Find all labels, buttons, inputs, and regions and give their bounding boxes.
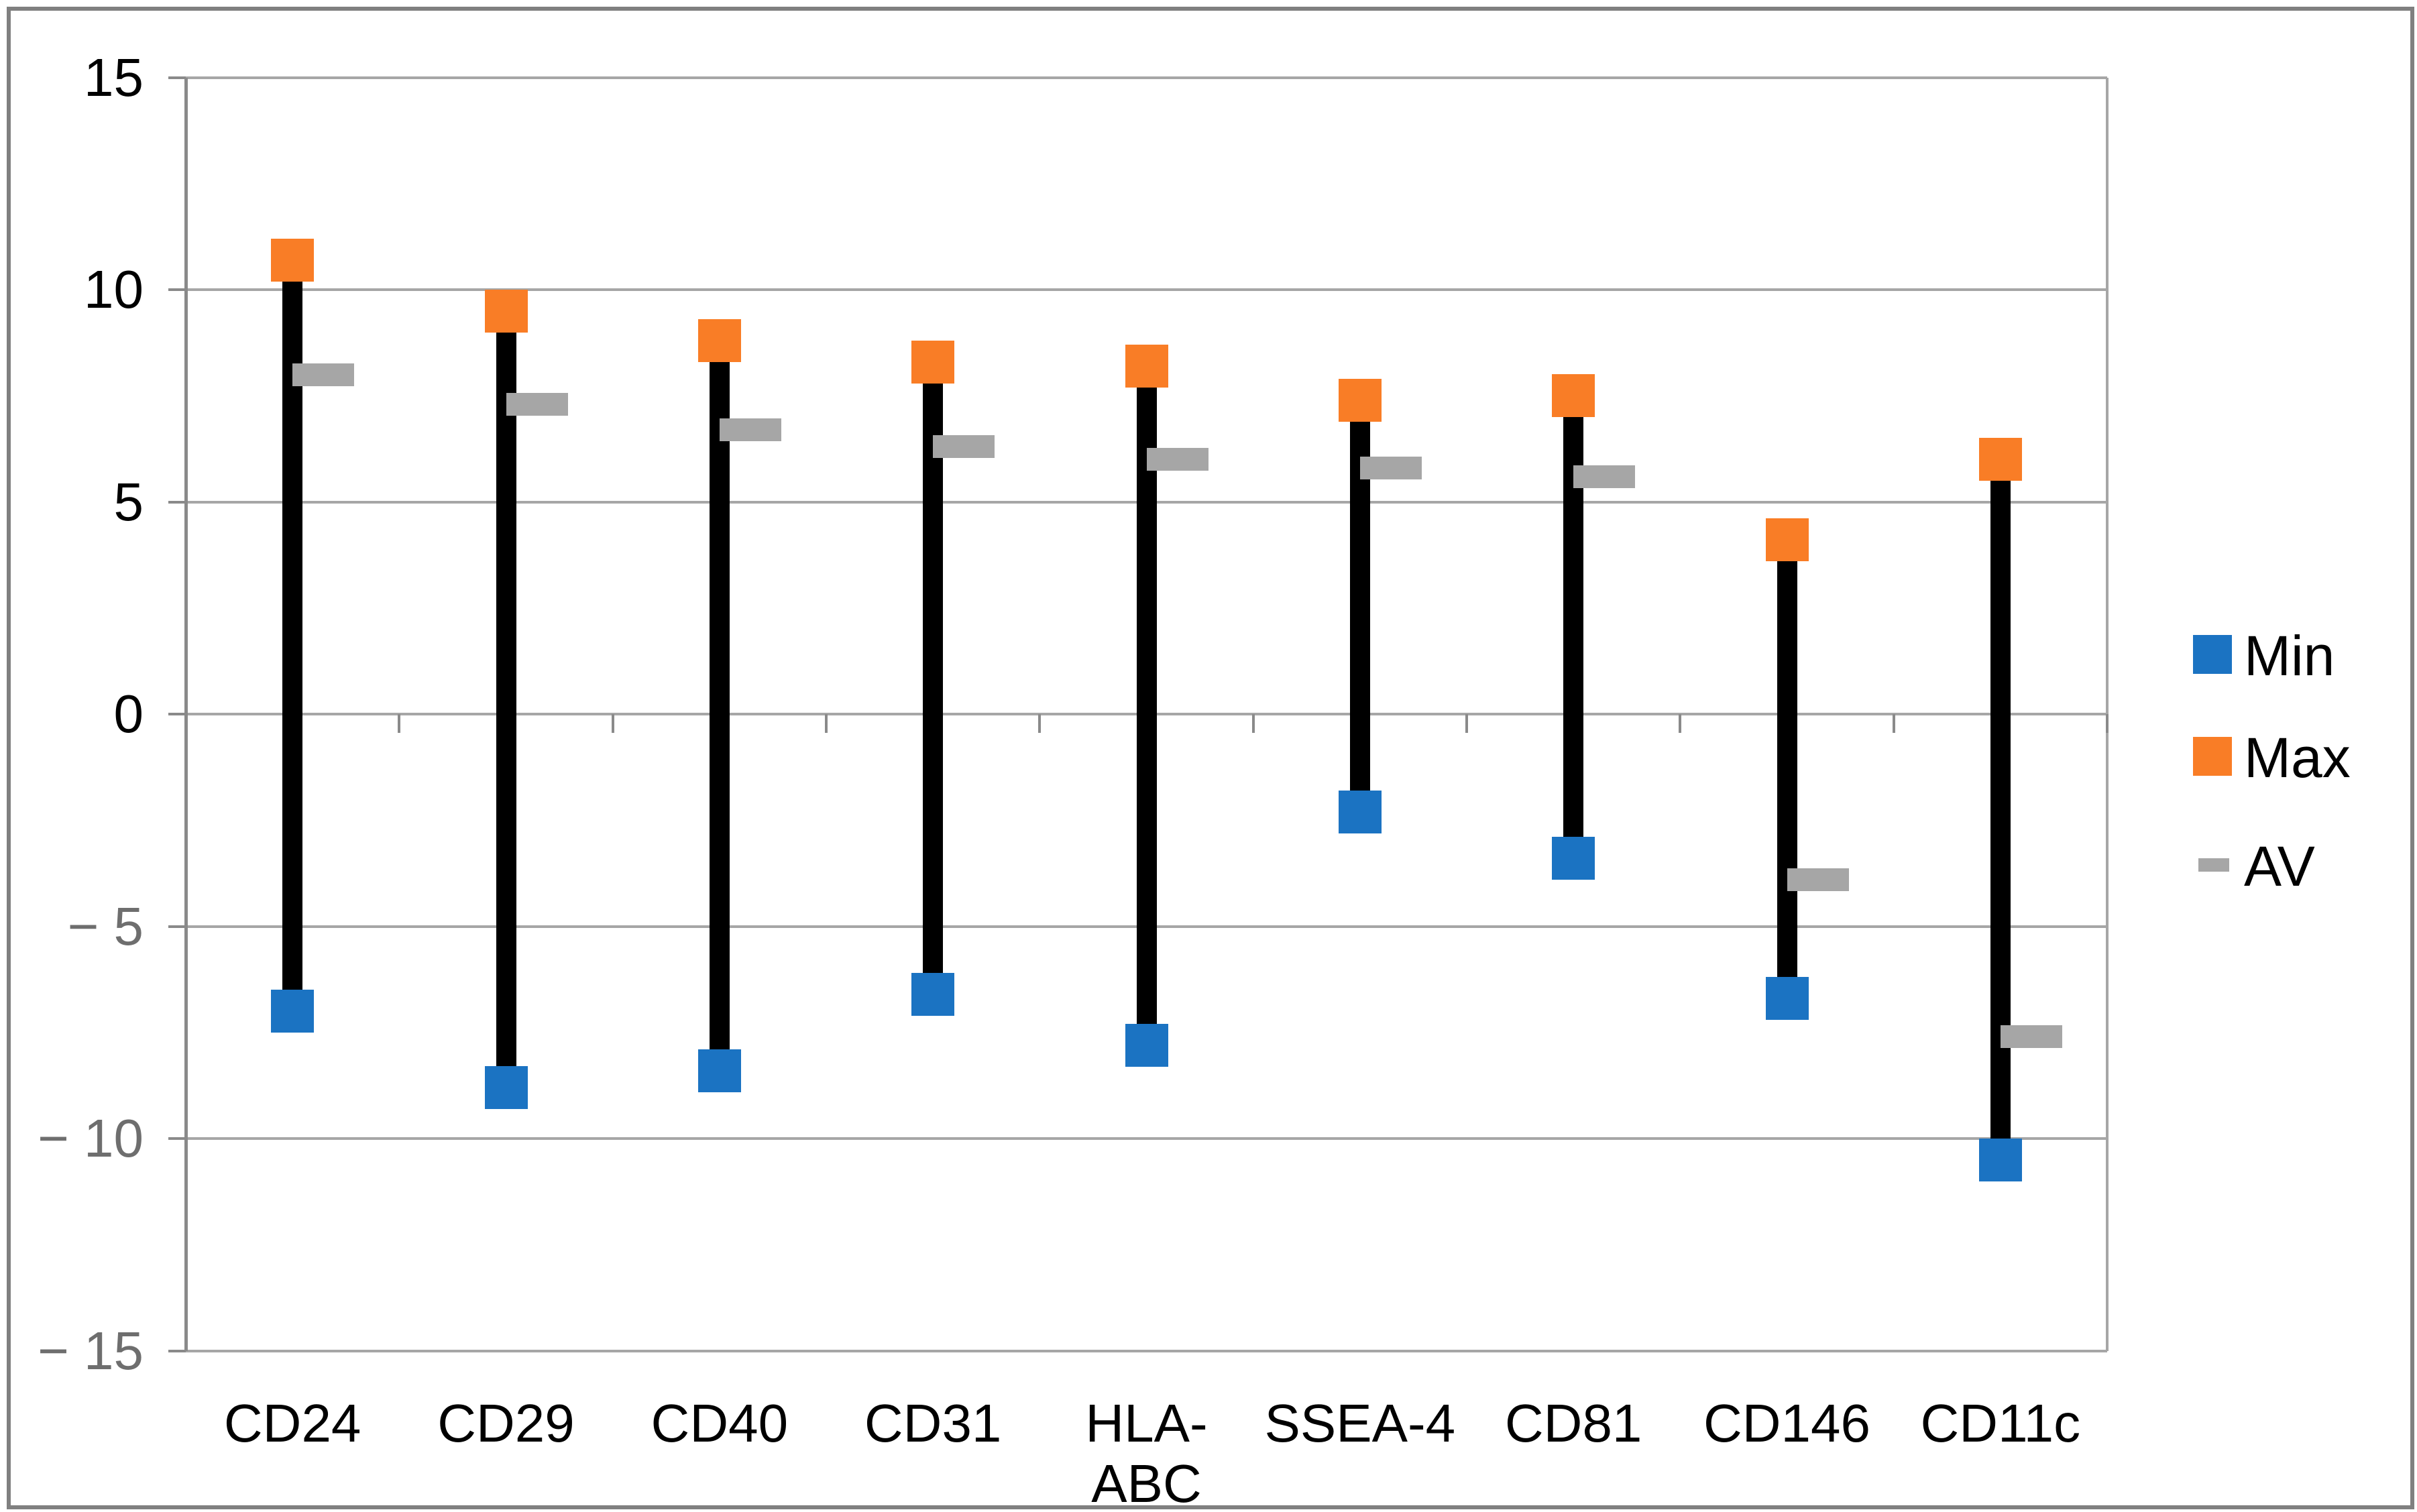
y-axis-tick [168, 288, 186, 291]
figure-border [7, 7, 2414, 1509]
category-label: CD81 [1504, 1393, 1642, 1453]
max-marker [271, 238, 315, 282]
hilo-bar [923, 361, 944, 994]
legend-label: Min [2244, 624, 2335, 687]
y-axis-tick [168, 713, 186, 715]
min-marker [1125, 1023, 1168, 1067]
y-axis-label: − 5 [67, 896, 144, 956]
av-marker [1787, 868, 1849, 891]
legend-swatch-max-icon [2193, 737, 2232, 776]
legend-label: AV [2244, 835, 2315, 898]
max-marker [484, 289, 528, 333]
y-axis-tick [168, 76, 186, 79]
x-axis-tick [1465, 714, 1468, 733]
av-marker [719, 418, 781, 441]
max-marker [1978, 438, 2022, 481]
min-marker [1552, 837, 1595, 880]
av-marker [2000, 1025, 2062, 1049]
y-axis-label: − 10 [38, 1108, 144, 1168]
y-axis-label: 15 [84, 47, 144, 107]
min-marker [1338, 790, 1382, 833]
y-axis-tick [168, 1137, 186, 1140]
gridline [186, 76, 2107, 79]
gridline [186, 1137, 2107, 1140]
av-marker [506, 392, 568, 416]
max-marker [697, 318, 741, 362]
category-label: CD31 [864, 1393, 1002, 1453]
x-axis-tick [1038, 714, 1042, 733]
hilo-bar [709, 340, 730, 1071]
hilo-bar [496, 310, 516, 1088]
x-axis-tick [2106, 714, 2109, 733]
category-label: CD24 [223, 1393, 361, 1453]
max-marker [1338, 378, 1382, 422]
x-axis-tick [1892, 714, 1895, 733]
legend-label: Max [2244, 726, 2351, 789]
category-label: CD40 [651, 1393, 789, 1453]
y-axis-label: 5 [113, 471, 144, 532]
y-axis-tick [168, 925, 186, 928]
legend-swatch-min-icon [2193, 635, 2232, 674]
y-axis-tick [168, 1349, 186, 1352]
hilo-bar [1136, 365, 1157, 1045]
hilo-bar [1777, 540, 1797, 999]
gridline [186, 288, 2107, 291]
min-marker [1978, 1138, 2022, 1181]
x-axis-tick [398, 714, 401, 733]
min-marker [911, 972, 955, 1016]
max-marker [1125, 344, 1168, 388]
hilo-bar [1990, 459, 2011, 1160]
x-axis-tick [611, 714, 614, 733]
av-marker [1573, 465, 1636, 488]
min-marker [697, 1049, 741, 1092]
av-marker [1146, 448, 1208, 471]
min-marker [484, 1066, 528, 1110]
category-label: CD29 [437, 1393, 575, 1453]
y-axis-label: − 15 [38, 1320, 144, 1381]
y-axis-label: 10 [84, 259, 144, 319]
av-marker [292, 363, 355, 386]
category-label: CD11c [1920, 1393, 2081, 1453]
gridline [186, 1349, 2107, 1352]
x-axis-tick [1679, 714, 1682, 733]
y-axis-label: 0 [113, 684, 144, 744]
y-axis-line [184, 77, 188, 1351]
av-marker [933, 435, 995, 459]
category-label: CD146 [1703, 1393, 1870, 1453]
x-axis-tick [1251, 714, 1255, 733]
category-label: SSEA-4 [1264, 1393, 1456, 1453]
max-marker [1765, 518, 1809, 562]
max-marker [911, 340, 955, 384]
min-marker [1765, 977, 1809, 1021]
max-marker [1552, 374, 1595, 418]
x-axis-tick [825, 714, 828, 733]
av-marker [1359, 456, 1422, 479]
legend-swatch-av-icon [2198, 858, 2229, 872]
min-marker [271, 990, 315, 1033]
y-axis-tick [168, 500, 186, 504]
category-label: HLA-ABC [1085, 1393, 1208, 1512]
